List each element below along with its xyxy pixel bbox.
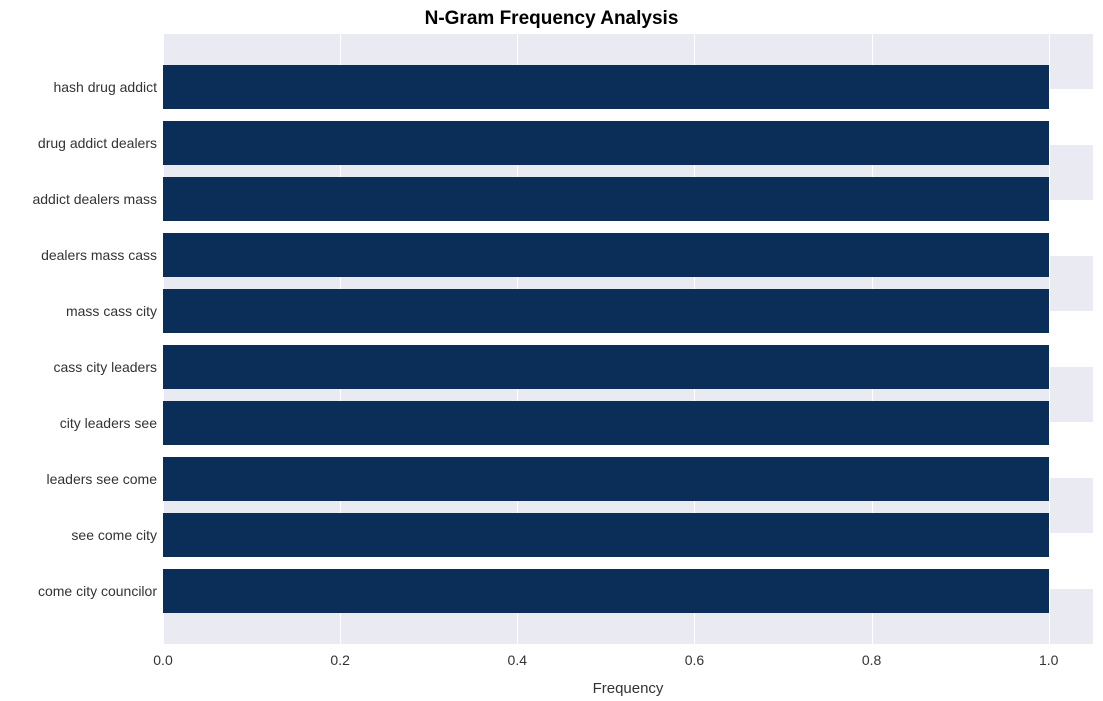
bar [163,345,1049,390]
plot-area: hash drug addictdrug addict dealersaddic… [163,34,1093,644]
x-tick-label: 0.6 [685,652,704,668]
bar [163,233,1049,278]
x-tick-label: 1.0 [1039,652,1058,668]
y-tick-label: hash drug addict [53,79,157,95]
ngram-frequency-chart: N-Gram Frequency Analysis hash drug addi… [0,0,1103,701]
bar [163,177,1049,222]
bar [163,121,1049,166]
x-tick-label: 0.0 [153,652,172,668]
bar [163,401,1049,446]
grid-line [1049,34,1050,644]
y-tick-label: come city councilor [38,583,157,599]
x-tick-label: 0.8 [862,652,881,668]
x-tick-label: 0.4 [508,652,527,668]
bar [163,65,1049,110]
bar [163,457,1049,502]
y-tick-label: cass city leaders [54,359,157,375]
y-tick-label: drug addict dealers [38,135,157,151]
x-axis-title: Frequency [163,680,1093,697]
y-tick-label: leaders see come [46,471,157,487]
y-tick-label: city leaders see [60,415,157,431]
y-tick-label: addict dealers mass [32,191,157,207]
y-tick-label: mass cass city [66,303,157,319]
y-tick-label: dealers mass cass [41,247,157,263]
y-tick-label: see come city [71,527,157,543]
bar [163,569,1049,614]
bar [163,289,1049,334]
x-tick-label: 0.2 [330,652,349,668]
bar [163,513,1049,558]
chart-title: N-Gram Frequency Analysis [0,8,1103,30]
